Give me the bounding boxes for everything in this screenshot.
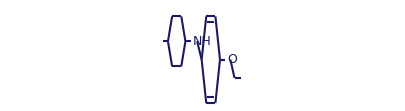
Text: O: O — [227, 53, 237, 66]
Text: NH: NH — [193, 35, 212, 48]
